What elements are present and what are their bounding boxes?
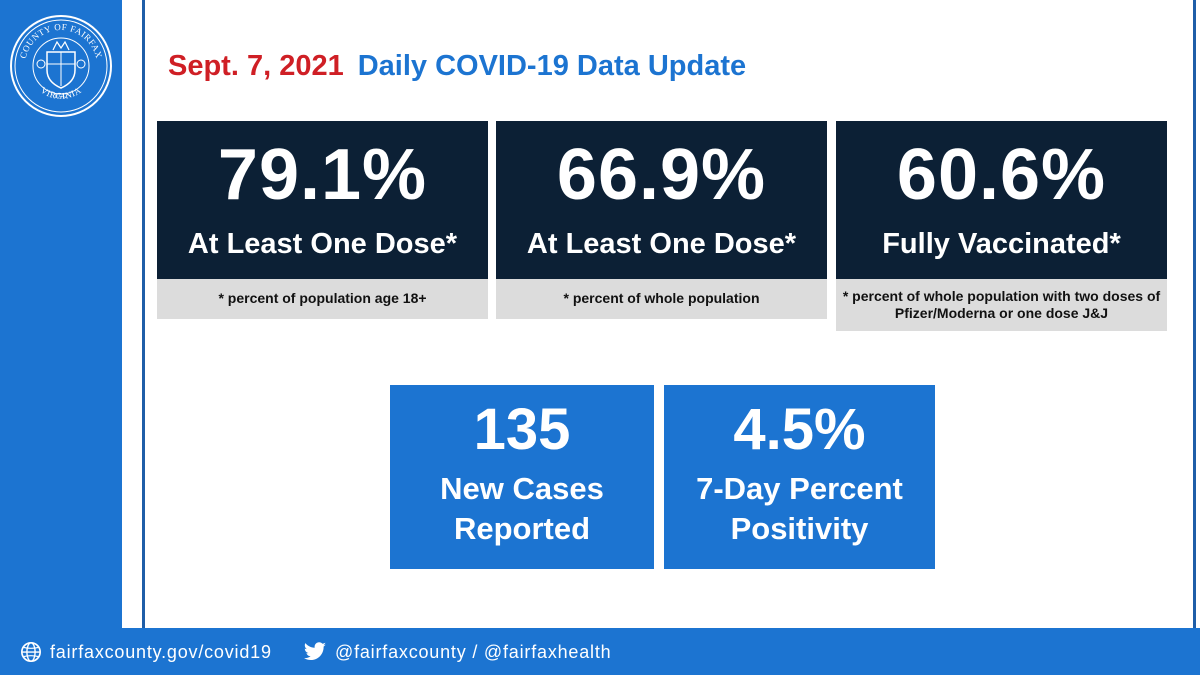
twitter-bird-icon bbox=[303, 642, 326, 660]
positivity-label-line1: 7-Day Percent bbox=[696, 471, 903, 506]
vaccination-label: At Least One Dose* bbox=[187, 228, 458, 260]
vaccination-card-total-one-dose: 66.9% At Least One Dose* bbox=[496, 121, 827, 279]
frame-right-border bbox=[1193, 0, 1196, 628]
vaccination-note: * percent of whole population bbox=[496, 279, 827, 319]
page-title: Sept. 7, 2021 Daily COVID-19 Data Update bbox=[168, 50, 746, 83]
update-date: Sept. 7, 2021 bbox=[168, 50, 344, 82]
vaccination-card-fully-vaccinated: 60.6% Fully Vaccinated* bbox=[836, 121, 1167, 279]
update-title: Daily COVID-19 Data Update bbox=[357, 50, 747, 82]
seal-year: 1742 bbox=[54, 92, 69, 100]
seal-bottom-text: VIRGINIA bbox=[39, 85, 83, 101]
footer-social-handles[interactable]: @fairfaxcounty / @fairfaxhealth bbox=[335, 641, 612, 662]
footer-website[interactable]: fairfaxcounty.gov/covid19 bbox=[20, 641, 272, 663]
positivity-value: 4.5% bbox=[733, 397, 866, 462]
frame-left-border bbox=[142, 0, 145, 628]
new-cases-value: 135 bbox=[473, 397, 571, 462]
vaccination-label: Fully Vaccinated* bbox=[882, 228, 1121, 260]
positivity-label-line2: Positivity bbox=[730, 511, 869, 547]
globe-icon bbox=[21, 642, 41, 662]
vaccination-note: * percent of population age 18+ bbox=[157, 279, 488, 319]
new-cases-label-line2: Reported bbox=[453, 511, 591, 547]
footer-website-link[interactable]: fairfaxcounty.gov/covid19 bbox=[50, 641, 272, 662]
new-cases-label-line1: New Cases bbox=[440, 471, 604, 506]
svg-text:VIRGINIA: VIRGINIA bbox=[39, 85, 83, 101]
positivity-card: 4.5% 7-Day Percent Positivity bbox=[664, 385, 935, 569]
vaccination-label: At Least One Dose* bbox=[526, 228, 797, 260]
footer-social[interactable]: @fairfaxcounty / @fairfaxhealth bbox=[303, 641, 611, 663]
vaccination-value: 60.6% bbox=[896, 135, 1107, 215]
new-cases-card: 135 New Cases Reported bbox=[390, 385, 654, 569]
footer-bar: fairfaxcounty.gov/covid19 @fairfaxcounty… bbox=[0, 628, 1200, 675]
vaccination-value: 66.9% bbox=[556, 135, 767, 215]
fairfax-county-seal: COUNTY OF FAIRFAX VIRGINIA 1742 bbox=[10, 15, 112, 117]
vaccination-value: 79.1% bbox=[217, 135, 428, 215]
vaccination-note: * percent of whole population with two d… bbox=[836, 279, 1167, 331]
vaccination-card-adult-one-dose: 79.1% At Least One Dose* bbox=[157, 121, 488, 279]
